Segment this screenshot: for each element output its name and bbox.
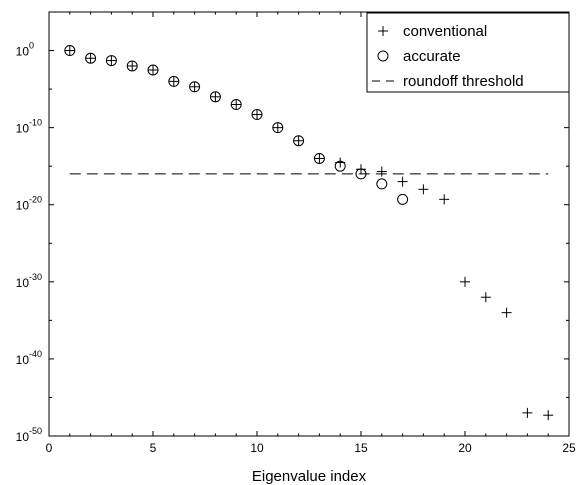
conventional-point [376,166,387,177]
conventional-point [314,153,325,164]
y-tick-label: 10 -40 [16,349,42,367]
y-tick-label: 10 -20 [16,195,42,213]
accurate-point [272,122,284,134]
y-tick-label: 10 -50 [16,426,42,444]
y-tick-exp: -40 [29,349,42,359]
conventional-point [148,64,158,75]
accurate-point [168,75,180,87]
accurate-point [64,45,76,57]
conventional-point [522,407,533,418]
conventional-point [64,45,75,56]
x-tick-label: 25 [562,441,576,455]
y-tick-label: 10 -10 [16,118,42,136]
plot-area [48,11,570,437]
y-tick-base: 10 [16,45,30,59]
y-tick-exp: -10 [29,118,42,128]
conventional-point [85,53,96,64]
conventional-point [106,55,117,66]
accurate-point [189,81,201,93]
accurate-point [334,160,346,172]
y-tick-exp: -30 [29,272,42,282]
y-tick-exp: 0 [29,41,34,51]
y-tick-base: 10 [16,430,30,444]
accurate-point [105,55,117,67]
conventional-point [418,184,429,195]
accurate-point [293,135,305,147]
conventional-point [272,122,283,133]
conventional-point [127,60,138,71]
accurate-point [147,64,159,76]
conventional-point [252,109,262,120]
accurate-point [230,99,242,111]
x-axis-label: Eigenvalue index [252,468,367,485]
accurate-point [376,178,388,190]
conventional-point [439,194,450,205]
conventional-point [293,135,304,146]
accurate-point [126,60,138,72]
conventional-point [397,176,408,187]
legend: conventional accurate roundoff threshold [366,12,570,93]
accurate-point [85,52,97,64]
y-tick-label: 10 0 [16,41,34,59]
y-tick-label: 10 -30 [16,272,42,290]
plot-frame [48,11,570,437]
accurate-point [313,152,325,164]
accurate-point [209,91,221,103]
x-tick-label: 15 [354,441,368,455]
legend-label: roundoff threshold [403,73,524,90]
y-tick-base: 10 [16,353,30,367]
legend-plus-icon [378,26,388,36]
x-tick-label: 20 [458,441,472,455]
conventional-point [231,99,242,110]
conventional-point [210,91,221,102]
accurate-point [251,109,263,121]
conventional-point [460,276,470,287]
conventional-point [543,410,554,421]
accurate-point [397,193,409,205]
conventional-point [501,307,512,318]
y-tick-base: 10 [16,199,30,213]
legend-label: conventional [403,23,487,40]
x-tick-label: 10 [250,441,264,455]
conventional-point [168,76,179,87]
y-tick-exp: -20 [29,195,42,205]
conventional-point [480,292,491,303]
data-marks [64,45,554,421]
y-tick-base: 10 [16,122,30,136]
x-tick-label: 0 [46,441,53,455]
y-tick-base: 10 [16,276,30,290]
conventional-point [189,81,200,92]
legend-circle-icon [377,50,389,62]
y-tick-exp: -50 [29,426,42,436]
legend-label: accurate [403,48,461,65]
legend-box [366,12,570,93]
x-tick-label: 5 [150,441,157,455]
